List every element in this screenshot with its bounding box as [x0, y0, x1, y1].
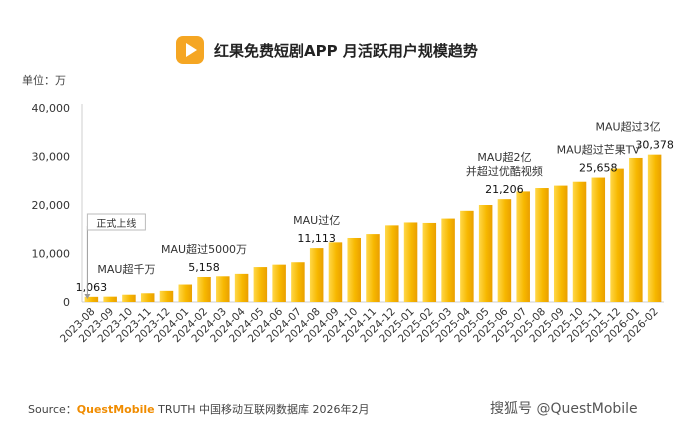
bar [460, 210, 474, 302]
annotation-text: MAU超千万 [97, 262, 155, 276]
annotation-text: MAU超过芒果TV [557, 143, 641, 157]
bar [234, 273, 249, 302]
bar [366, 234, 380, 302]
chart-title: 红果免费短剧APP 月活跃用户规模趋势 [214, 41, 478, 60]
bar [647, 154, 662, 302]
y-tick-label: 10,000 [32, 248, 71, 261]
bar [516, 191, 530, 302]
bar [422, 222, 437, 302]
bar [385, 225, 399, 302]
data-label: 1,063 [76, 281, 108, 294]
bar [103, 296, 117, 302]
annotation-text: 并超过优酷视频 [466, 164, 543, 178]
bar [328, 242, 343, 302]
bar [197, 276, 211, 302]
y-tick-label: 40,000 [32, 102, 71, 115]
source-prefix: Source： [28, 403, 77, 416]
bar [591, 177, 606, 302]
y-tick-label: 30,000 [32, 151, 71, 164]
y-tick-label: 20,000 [32, 199, 71, 212]
bar [629, 157, 643, 302]
bar [272, 264, 286, 302]
annotation-text: MAU超2亿 [477, 150, 531, 164]
bar [253, 267, 268, 302]
watermark-text: 搜狐号 @QuestMobile [490, 401, 638, 417]
bar [403, 222, 418, 302]
data-label: 30,378 [635, 139, 674, 152]
bar [291, 262, 305, 302]
bar [610, 168, 624, 302]
data-label: 5,158 [188, 261, 220, 274]
y-tick-label: 0 [63, 296, 70, 309]
annotation-text: 正式上线 [96, 217, 136, 230]
app-logo-icon [176, 36, 204, 64]
bar [178, 284, 193, 302]
bar [347, 237, 361, 302]
bar [159, 290, 174, 302]
bar [216, 276, 230, 302]
bar [497, 199, 512, 302]
source-brand: QuestMobile [76, 403, 155, 416]
y-unit-label: 单位：万 [22, 74, 66, 87]
bar [478, 205, 493, 302]
title-block: 红果免费短剧APP 月活跃用户规模趋势 [176, 34, 478, 66]
bar [441, 218, 455, 302]
bar [122, 294, 136, 302]
bar [140, 293, 155, 302]
annotation-text: MAU过亿 [293, 214, 340, 227]
source-rest: TRUTH 中国移动互联网数据库 2026年2月 [154, 403, 370, 416]
data-label: 11,113 [297, 232, 336, 245]
data-label: 25,658 [579, 162, 618, 175]
bar [553, 185, 568, 302]
data-label: 21,206 [485, 183, 524, 196]
launch-label-box [86, 213, 146, 231]
bar [84, 296, 99, 302]
bar [535, 188, 549, 302]
source-note: Source：QuestMobile TRUTH 中国移动互联网数据库 2026… [28, 401, 370, 417]
annotation-text: MAU超过5000万 [161, 242, 247, 256]
launch-marker-arrow-icon [84, 294, 91, 299]
bar [572, 181, 587, 302]
annotation-text: MAU超过3亿 [596, 120, 661, 134]
bar [309, 248, 324, 302]
